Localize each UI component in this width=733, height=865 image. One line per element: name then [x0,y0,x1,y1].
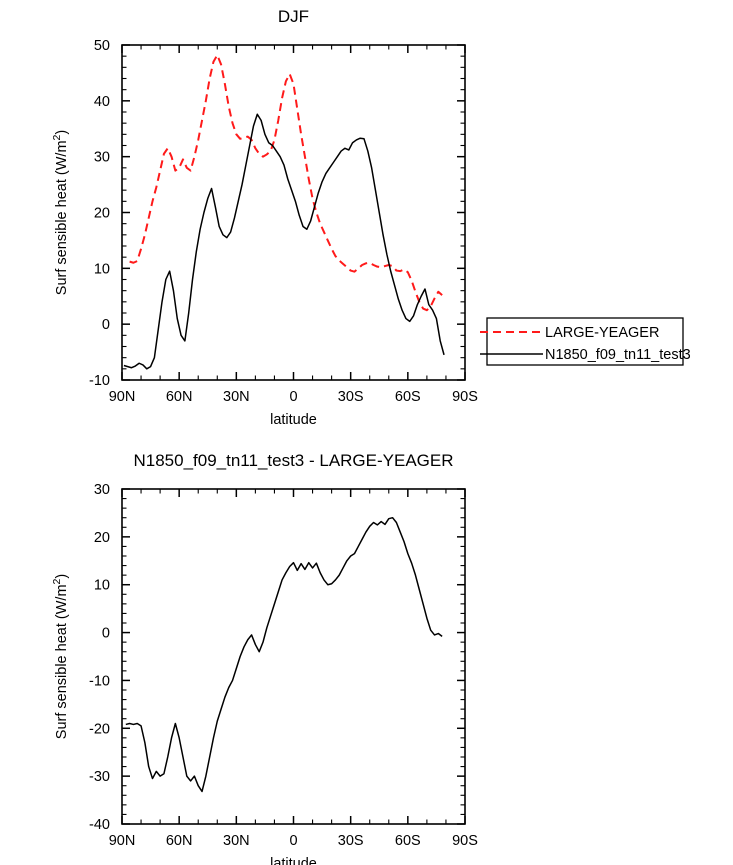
plot-frame-bottom-panel [121,488,466,825]
x-axis-bottom-panel: 90N 60N 30N 0 30S 60S 90S latitude [109,489,478,865]
legend-label-1: N1850_f09_tn11_test3 [545,347,691,363]
y-tick-label: 10 [94,578,110,594]
x-tick-label: 60S [395,833,421,849]
y-tick-label: -30 [89,769,110,785]
chart-panel-bottom-panel: N1850_f09_tn11_test3 - LARGE-YEAGER 90N 60… [51,451,478,865]
y-axis-bottom-panel: -40 -30 -20 -10 0 10 20 30 [89,482,465,833]
x-tick-label: 30S [338,389,364,405]
x-tick-label: 0 [289,833,297,849]
x-tick-label: 60N [166,389,193,405]
legend-box [486,317,684,366]
y-axis-title-top-panel: Surf sensible heat (W/m2) [51,130,70,295]
x-tick-label: 60S [395,389,421,405]
y-tick-label: 30 [94,482,110,498]
x-tick-label: 90S [452,833,478,849]
x-tick-label: 90S [452,389,478,405]
x-tick-label: 0 [289,389,297,405]
y-axis-title-bottom-panel: Surf sensible heat (W/m2) [51,574,70,739]
y-tick-label: 50 [94,38,110,54]
x-tick-label: 30S [338,833,364,849]
y-tick-label: 10 [94,261,110,277]
y-tick-label: 20 [94,530,110,546]
x-axis-top-panel: 90N 60N 30N 0 30S 60S 90S latitude [109,45,478,428]
chart-title-top-panel: DJF [278,7,309,26]
series-line-N1850_f09_tn11_test3 - LARGE-YEAGER [125,516,443,793]
y-axis-top-panel: -10 0 10 20 30 40 50 [89,38,465,389]
y-tick-label: -20 [89,721,110,737]
x-axis-title-bottom-panel: latitude [270,856,317,865]
y-tick-label: 0 [102,626,110,642]
x-tick-label: 60N [166,833,193,849]
chart-legend: LARGE-YEAGER N1850_f09_tn11_test3 [480,317,691,366]
y-tick-label: 0 [102,317,110,333]
plot-frame-top-panel [121,44,466,381]
x-tick-label: 90N [109,833,136,849]
x-tick-label: 30N [223,389,250,405]
y-tick-label: 20 [94,206,110,222]
series-line-N1850_f09_tn11_test3 [123,113,445,370]
x-axis-title-top-panel: latitude [270,412,317,428]
y-tick-label: -10 [89,373,110,389]
series-line-LARGE-YEAGER [129,54,443,312]
y-tick-label: -40 [89,817,110,833]
y-tick-label: 30 [94,150,110,166]
x-tick-label: 30N [223,833,250,849]
chart-title-bottom-panel: N1850_f09_tn11_test3 - LARGE-YEAGER [133,451,453,470]
y-tick-label: 40 [94,94,110,110]
y-tick-label: -10 [89,673,110,689]
x-tick-label: 90N [109,389,136,405]
chart-panel-top-panel: DJF 90N 60N 30N 0 30S 60S 90S latitude -10 0 10 20 30… [51,7,478,428]
legend-label-0: LARGE-YEAGER [545,325,659,341]
